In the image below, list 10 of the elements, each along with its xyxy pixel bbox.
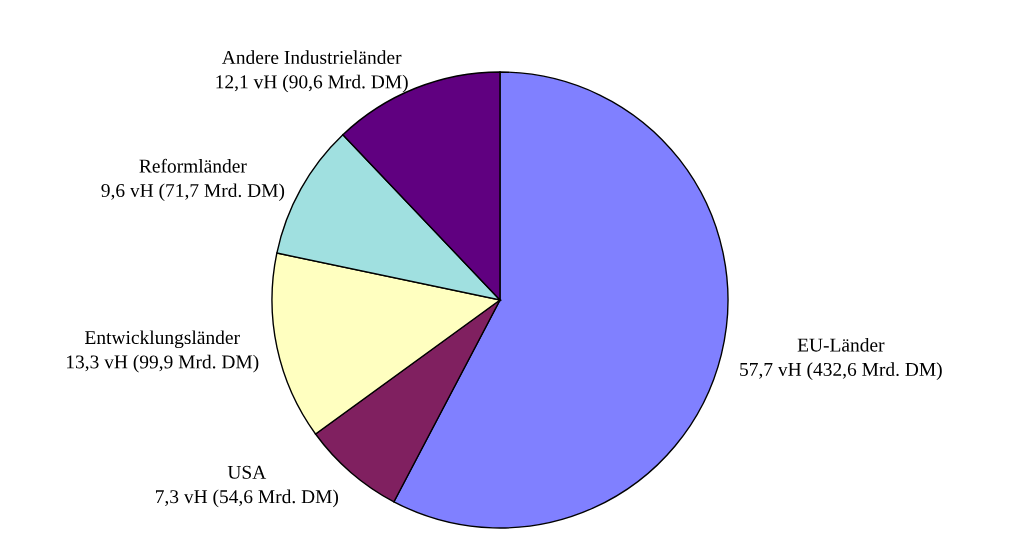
slice-label: Reformländer [139,158,247,173]
data-label: 13,3 vH (99,9 Mrd. DM) [67,354,259,373]
slice-label: Entwicklungsländer [85,330,240,349]
slice-label: Andere Industrieländer [221,50,402,65]
data-label: 7,3 vH (54,6 Mrd. DM) [156,489,339,508]
data-label: 12,1 vH (90,6 Mrd. DM) [216,74,408,93]
data-label: 57,7 vH (432,6 Mrd. DM) [740,362,942,380]
data-label: 9,6 vH (71,7 Mrd. DM) [101,183,285,202]
slice-label: USA [227,465,267,479]
slice-label: EU-Länder [797,337,885,352]
